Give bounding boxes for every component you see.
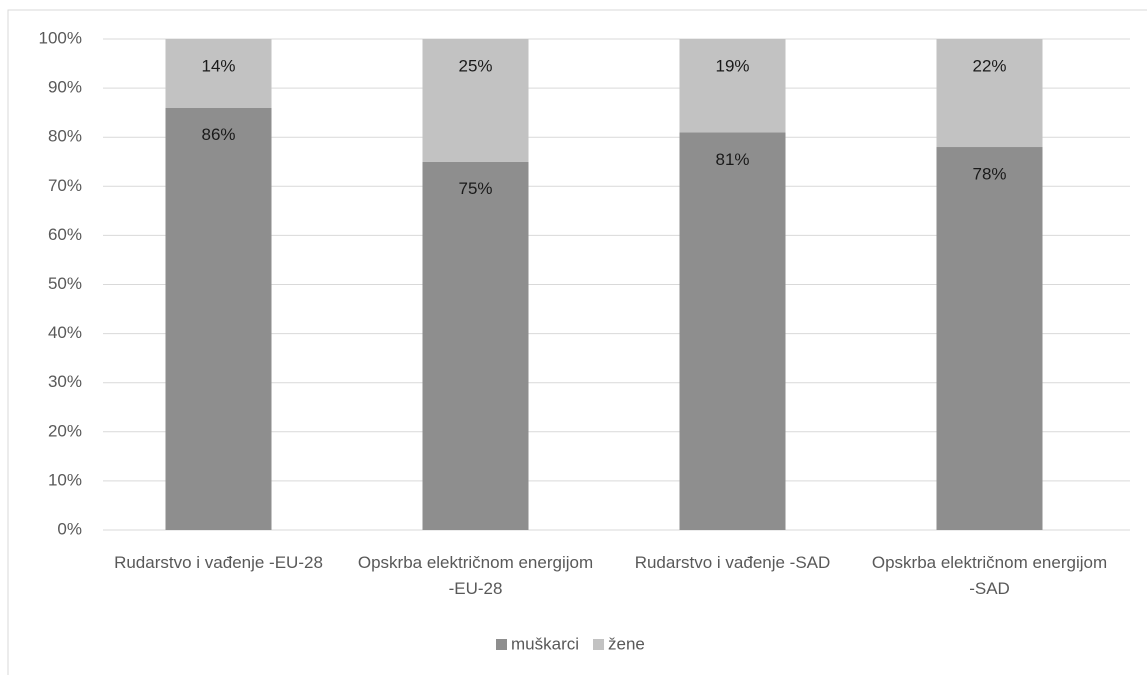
x-tick-label: Opskrba električnom energijom -EU-28 (357, 553, 594, 598)
value-label: 19% (715, 56, 749, 75)
value-label: 22% (972, 56, 1006, 75)
legend-swatch (496, 639, 507, 650)
x-tick-label: Rudarstvo i vađenje -SAD (634, 553, 831, 572)
y-tick-label: 100% (39, 28, 82, 47)
y-tick-label: 30% (48, 372, 82, 391)
value-label: 75% (458, 179, 492, 198)
value-label: 14% (201, 56, 235, 75)
x-tick-label: Rudarstvo i vađenje -EU-28 (114, 553, 323, 572)
bar-segment (936, 39, 1043, 148)
y-tick-label: 90% (48, 78, 82, 97)
bar-segment (165, 39, 272, 108)
y-tick-label: 70% (48, 176, 82, 195)
legend-label: žene (608, 634, 645, 653)
y-tick-label: 80% (48, 127, 82, 146)
value-label: 25% (458, 56, 492, 75)
bar-segment (165, 107, 272, 531)
bar-segment (679, 132, 786, 531)
y-tick-label: 20% (48, 421, 82, 440)
legend-swatch (593, 639, 605, 650)
x-tick-label: Opskrba električnom energijom -SAD (871, 553, 1108, 598)
legend-label: muškarci (511, 634, 579, 653)
bar-segment (422, 39, 529, 162)
y-tick-label: 40% (48, 323, 82, 342)
value-label: 86% (201, 125, 235, 144)
bar-segment (679, 39, 786, 133)
bar-segment (422, 161, 529, 530)
y-tick-label: 10% (48, 470, 82, 489)
y-tick-label: 0% (57, 519, 82, 538)
y-tick-label: 50% (48, 274, 82, 293)
value-label: 78% (972, 165, 1006, 184)
y-tick-label: 60% (48, 225, 82, 244)
value-label: 81% (715, 150, 749, 169)
chart-frame (7, 9, 1147, 675)
bar-segment (936, 147, 1043, 530)
